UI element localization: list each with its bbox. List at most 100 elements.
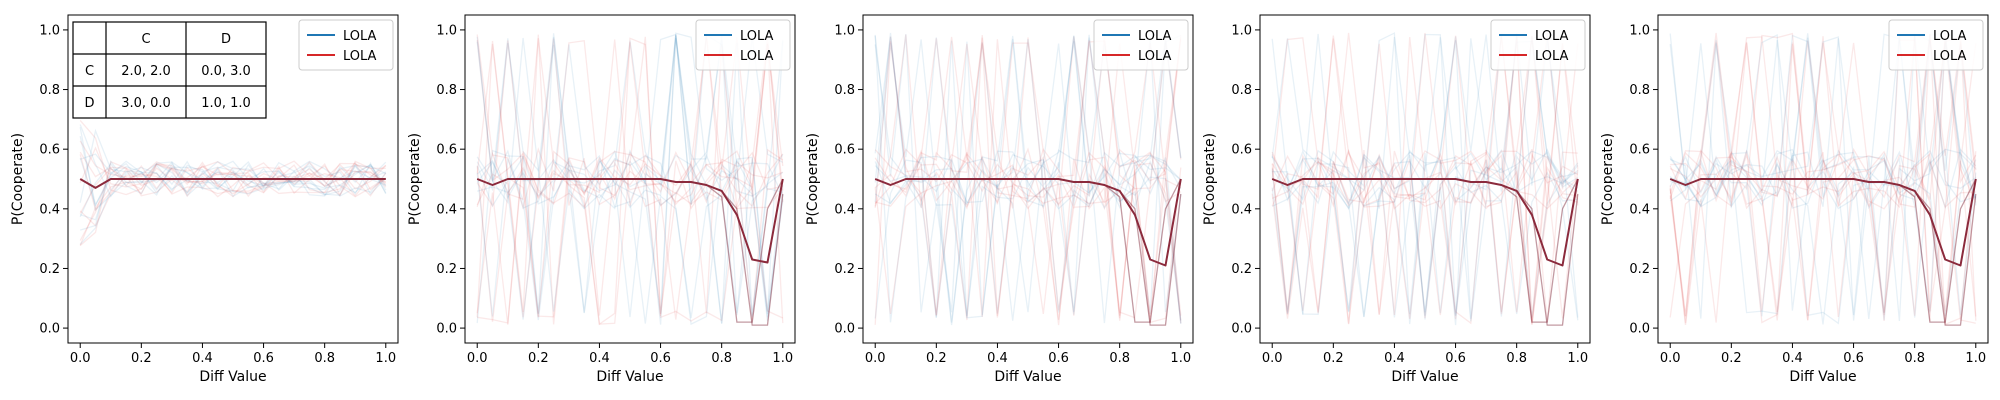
- legend-box: [1490, 19, 1586, 71]
- run-trace-red: [874, 43, 1182, 320]
- y-axis-label: P(Cooperate): [10, 133, 26, 225]
- table-cell: D: [221, 32, 231, 47]
- y-tick-label: 0.4: [834, 202, 855, 217]
- x-tick-label: 0.6: [253, 351, 274, 366]
- legend-label: LOLA: [343, 29, 377, 44]
- run-trace-blue: [476, 36, 784, 210]
- plot-area: [1271, 32, 1579, 326]
- axes-frame: [1657, 14, 1989, 344]
- legend: LOLA LOLA: [1093, 19, 1189, 71]
- run-trace-blue: [874, 34, 1182, 323]
- legend-label: LOLA: [1933, 29, 1967, 44]
- run-trace-blue: [1669, 33, 1977, 321]
- x-tick-label: 0.4: [192, 351, 213, 366]
- run-trace-red: [874, 36, 1182, 314]
- y-tick-label: 0.8: [1231, 83, 1252, 98]
- run-trace-blue: [1271, 154, 1578, 315]
- mean-series-line: [1669, 178, 1977, 267]
- y-tick-label: 1.0: [1629, 23, 1650, 38]
- run-trace-blue: [1669, 32, 1977, 207]
- x-tick-label: 0.4: [589, 351, 610, 366]
- x-tick-label: 0.0: [70, 351, 91, 366]
- y-tick-label: 0.2: [1629, 262, 1650, 277]
- y-tick-label: 0.0: [436, 322, 457, 337]
- run-trace-blue: [476, 33, 784, 322]
- run-trace-red: [1271, 37, 1579, 325]
- run-trace-blue: [1669, 33, 1977, 321]
- table-cell: C: [141, 32, 150, 47]
- x-tick-label: 1.0: [772, 351, 793, 366]
- run-trace-red: [1669, 33, 1976, 325]
- run-trace-blue: [874, 155, 1182, 324]
- run-trace-blue: [1271, 33, 1579, 318]
- legend-label: LOLA: [343, 49, 377, 64]
- run-trace-blue: [1669, 33, 1977, 316]
- x-tick-label: 0.2: [131, 351, 152, 366]
- payoff-table: C D C 2.0, 2.0 0.0, 3.0 D 3.0, 0.0 1.0, 1.0: [72, 21, 267, 119]
- y-tick-label: 0.2: [834, 262, 855, 277]
- run-trace-red: [1271, 148, 1578, 320]
- run-trace-blue: [874, 40, 1182, 324]
- run-trace-blue: [1271, 35, 1578, 207]
- run-trace-blue: [79, 157, 387, 207]
- x-tick-label: 0.6: [1445, 351, 1466, 366]
- run-trace-blue: [79, 163, 387, 245]
- x-tick-label: 0.6: [650, 351, 671, 366]
- y-tick-label: 0.2: [436, 262, 457, 277]
- y-tick-label: 0.4: [436, 202, 457, 217]
- x-tick-label: 1.0: [1170, 351, 1191, 366]
- y-tick-label: 0.8: [1629, 83, 1650, 98]
- run-trace-red: [79, 162, 387, 227]
- run-trace-red: [476, 37, 784, 326]
- y-tick-label: 0.2: [39, 262, 60, 277]
- run-trace-red: [1669, 38, 1977, 316]
- x-tick-label: 0.0: [1262, 351, 1283, 366]
- run-trace-red: [875, 37, 1182, 326]
- legend-label: LOLA: [1138, 49, 1172, 64]
- run-trace-red: [1271, 35, 1578, 322]
- legend-label: LOLA: [1535, 29, 1569, 44]
- x-tick-label: 0.6: [1048, 351, 1069, 366]
- run-trace-red: [1271, 33, 1579, 325]
- plot-area: [79, 119, 387, 246]
- table-cell: D: [84, 96, 94, 111]
- run-trace-blue: [1669, 37, 1977, 318]
- run-trace-red: [1271, 32, 1579, 319]
- x-tick-label: 0.0: [865, 351, 886, 366]
- run-trace-blue: [874, 36, 1182, 313]
- y-axis-label: P(Cooperate): [1202, 133, 1218, 225]
- legend-box: [695, 19, 791, 71]
- run-trace-blue: [79, 127, 387, 212]
- run-trace-red: [79, 119, 387, 197]
- chart-panel-4: 0.0 0.2 0.4 0.6 0.8 1.0 0.0 0.2 0.4 0.6 0.8 1.0 Diff…: [1202, 14, 1591, 385]
- y-tick-label: 0.4: [1231, 202, 1252, 217]
- chart-panel-2: 0.0 0.2 0.4 0.6 0.8 1.0 0.0 0.2 0.4 0.6 0.8 1.0 Diff…: [407, 14, 796, 385]
- run-trace-red: [1669, 33, 1977, 324]
- y-axis-label: P(Cooperate): [1600, 133, 1616, 225]
- run-trace-blue: [79, 136, 387, 207]
- x-axis-label: Diff Value: [1789, 369, 1856, 385]
- y-tick-label: 0.8: [39, 83, 60, 98]
- legend-box: [1888, 19, 1984, 71]
- legend-label: LOLA: [1535, 49, 1569, 64]
- run-trace-blue: [476, 34, 784, 324]
- run-trace-red: [476, 40, 784, 320]
- run-trace-blue: [476, 37, 784, 312]
- legend: LOLA LOLA: [1888, 19, 1984, 71]
- x-axis-label: Diff Value: [994, 369, 1061, 385]
- run-trace-blue: [476, 33, 784, 205]
- y-axis-label: P(Cooperate): [407, 133, 423, 225]
- axes-frame: [862, 14, 1194, 344]
- y-tick-label: 0.8: [436, 83, 457, 98]
- mean-series-line: [1271, 178, 1579, 267]
- x-tick-label: 0.0: [1660, 351, 1681, 366]
- run-trace-red: [1669, 32, 1977, 321]
- table-frame: [72, 21, 267, 119]
- run-trace-red: [874, 35, 1182, 325]
- table-cell: 2.0, 2.0: [121, 64, 171, 79]
- run-trace-red: [1669, 32, 1977, 324]
- run-trace-red: [1271, 35, 1579, 325]
- mean-series-line: [79, 178, 386, 189]
- run-trace-blue: [1271, 33, 1579, 318]
